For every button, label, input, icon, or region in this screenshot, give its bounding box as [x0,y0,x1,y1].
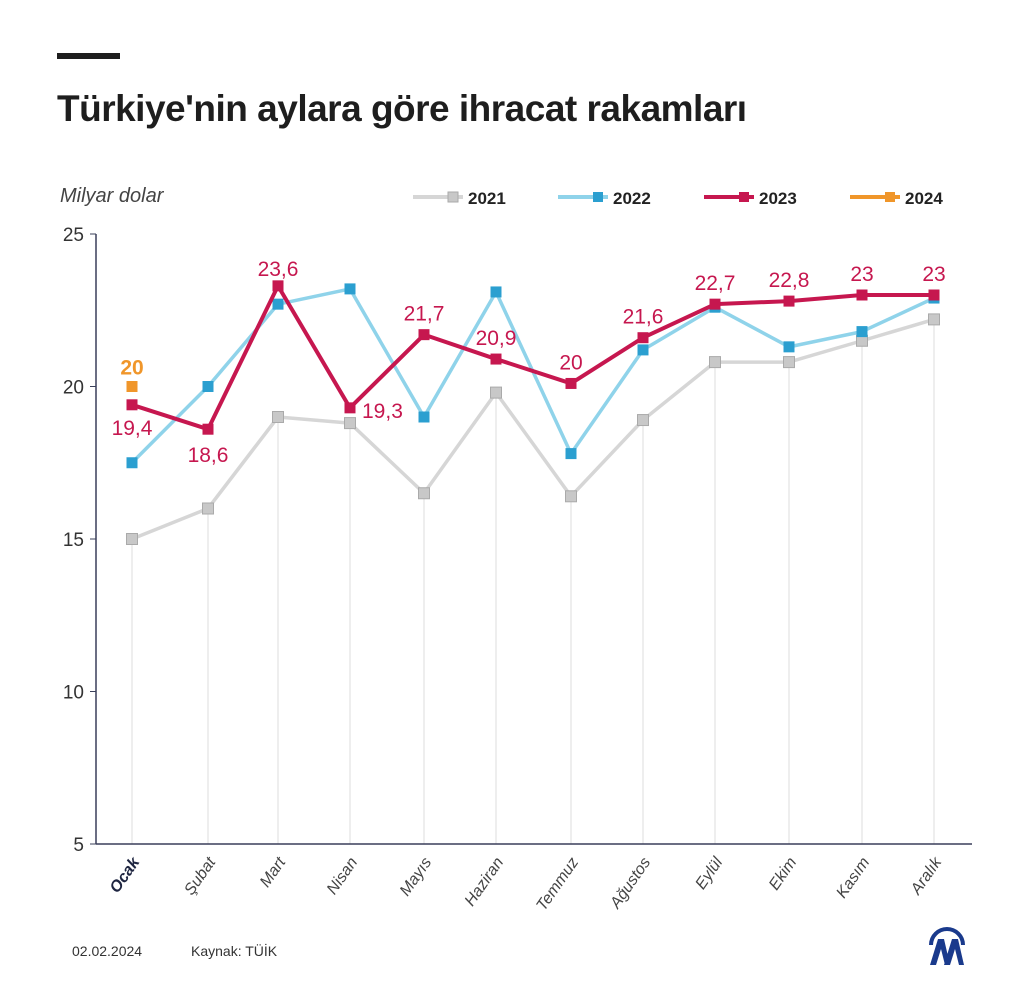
data-point-2022 [344,283,356,295]
data-point-2021 [637,414,649,427]
footer-date: 02.02.2024 [72,943,143,959]
data-label-2023: 23 [922,263,945,286]
legend-marker-2021 [447,191,459,203]
data-point-2023 [856,289,868,301]
data-label-2023: 18,6 [188,444,229,467]
data-label-2023: 23,6 [258,258,299,281]
data-point-2023 [565,377,577,389]
series-line-2021 [131,317,935,541]
legend-marker-2023 [739,192,749,202]
data-label-2024: 20 [120,357,143,380]
x-tick-label: Haziran [462,854,508,909]
data-point-2023 [490,353,502,365]
data-label-2023: 20 [559,351,582,374]
data-point-2021 [344,417,356,430]
legend-label-2022: 2022 [613,189,651,208]
y-tick-label: 10 [63,683,84,704]
data-label-2023: 21,6 [623,306,664,329]
y-tick-label: 25 [63,225,84,246]
x-tick-label: Mart [257,854,290,890]
data-label-2023: 23 [850,263,873,286]
data-point-2022 [126,457,138,469]
data-point-2023 [272,280,284,292]
x-tick-label: Kasım [833,855,873,902]
x-tick-label: Aralık [907,854,946,899]
data-point-2023 [783,295,795,307]
y-tick-label: 15 [63,530,84,551]
data-point-2021 [418,487,430,500]
x-tick-label: Şubat [181,854,219,898]
aa-logo [929,927,965,965]
data-point-2021 [783,356,795,369]
x-tick-label: Mayıs [397,855,435,900]
page-title: Türkiye'nin aylara göre ihracat rakamlar… [57,88,747,129]
legend-label-2021: 2021 [468,189,506,208]
legend-marker-2024 [885,192,895,202]
data-point-2022 [418,411,430,423]
data-label-2023: 19,3 [362,400,403,423]
x-tick-label: Ekim [766,855,800,894]
legend-marker-2022 [593,192,603,202]
data-point-2021 [928,313,940,326]
data-point-2022 [783,341,795,353]
data-label-2023: 19,4 [112,417,153,440]
data-label-2023: 20,9 [476,327,517,350]
data-point-2022 [202,381,214,392]
data-point-2023 [928,289,940,301]
data-point-2022 [565,448,577,460]
data-label-2023: 22,8 [769,269,810,292]
data-point-2022 [856,326,868,338]
title-accent-bar [57,53,120,59]
footer-source: Kaynak: TÜİK [191,943,278,959]
data-point-2021 [202,502,214,515]
x-tick-label: Eylül [692,854,726,893]
x-tick-label: Ağustos [607,855,655,913]
series-line-2022 [130,287,935,464]
data-point-2021 [272,411,284,423]
data-point-2023 [637,332,649,344]
data-point-2023 [126,399,138,411]
y-tick-label: 5 [73,835,84,856]
data-point-2022 [272,298,284,310]
data-point-2021 [126,533,138,545]
data-point-2022 [490,286,502,298]
data-label-2023: 22,7 [695,272,736,295]
data-point-2023 [418,329,430,341]
data-point-2021 [709,356,721,369]
y-axis-label: Milyar dolar [60,185,165,207]
x-tick-label: Temmuz [533,855,582,915]
series-line-2023 [131,283,934,432]
x-tick-label: Ocak [107,854,144,897]
data-point-2023 [202,423,214,435]
x-tick-label: Nisan [324,854,361,897]
y-tick-label: 20 [63,378,84,399]
data-label-2023: 21,7 [404,303,445,326]
data-point-2023 [709,298,721,310]
data-point-2021 [565,490,577,503]
data-point-2022 [637,344,649,356]
data-point-2023 [344,402,356,414]
legend-label-2023: 2023 [759,189,797,208]
legend-label-2024: 2024 [905,189,943,208]
data-point-2024 [126,381,138,392]
data-point-2021 [490,386,502,399]
